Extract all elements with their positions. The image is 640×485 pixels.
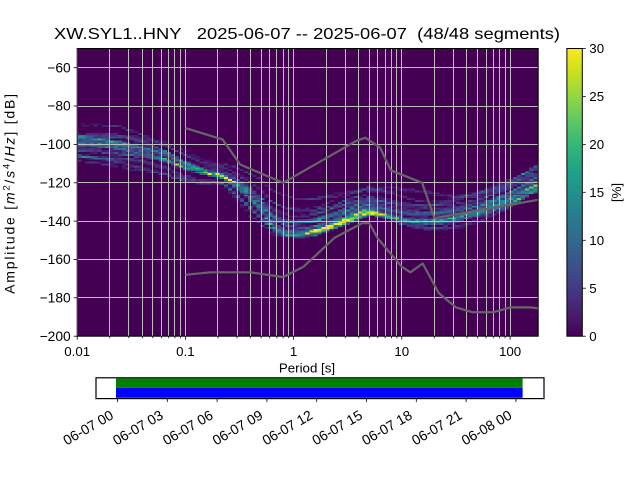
svg-text:0.01: 0.01: [64, 344, 90, 359]
svg-text:−60: −60: [47, 60, 71, 75]
svg-text:−140: −140: [40, 214, 71, 229]
svg-text:−100: −100: [40, 137, 71, 152]
svg-text:10: 10: [394, 344, 409, 359]
svg-text:−180: −180: [40, 291, 71, 306]
svg-text:XW.SYL1..HNY 2025-06-07 -- 2: XW.SYL1..HNY 2025-06-07 -- 2025-06-07 (4…: [54, 26, 560, 43]
svg-text:0.1: 0.1: [176, 344, 195, 359]
svg-text:−160: −160: [40, 252, 71, 267]
svg-text:Amplitude [m2/s4/Hz] [dB]: Amplitude [m2/s4/Hz] [dB]: [2, 92, 18, 294]
svg-text:15: 15: [589, 185, 604, 200]
svg-text:[%]: [%]: [609, 183, 624, 202]
svg-text:0: 0: [589, 329, 596, 344]
svg-text:100: 100: [499, 344, 521, 359]
svg-text:20: 20: [589, 137, 604, 152]
svg-text:Period [s]: Period [s]: [279, 361, 335, 376]
svg-text:−200: −200: [40, 329, 71, 344]
svg-text:−120: −120: [40, 176, 71, 191]
svg-text:1: 1: [290, 344, 297, 359]
svg-text:5: 5: [589, 281, 596, 296]
svg-text:10: 10: [589, 233, 604, 248]
svg-text:30: 30: [589, 41, 604, 56]
svg-text:−80: −80: [47, 99, 71, 114]
svg-text:25: 25: [589, 89, 604, 104]
